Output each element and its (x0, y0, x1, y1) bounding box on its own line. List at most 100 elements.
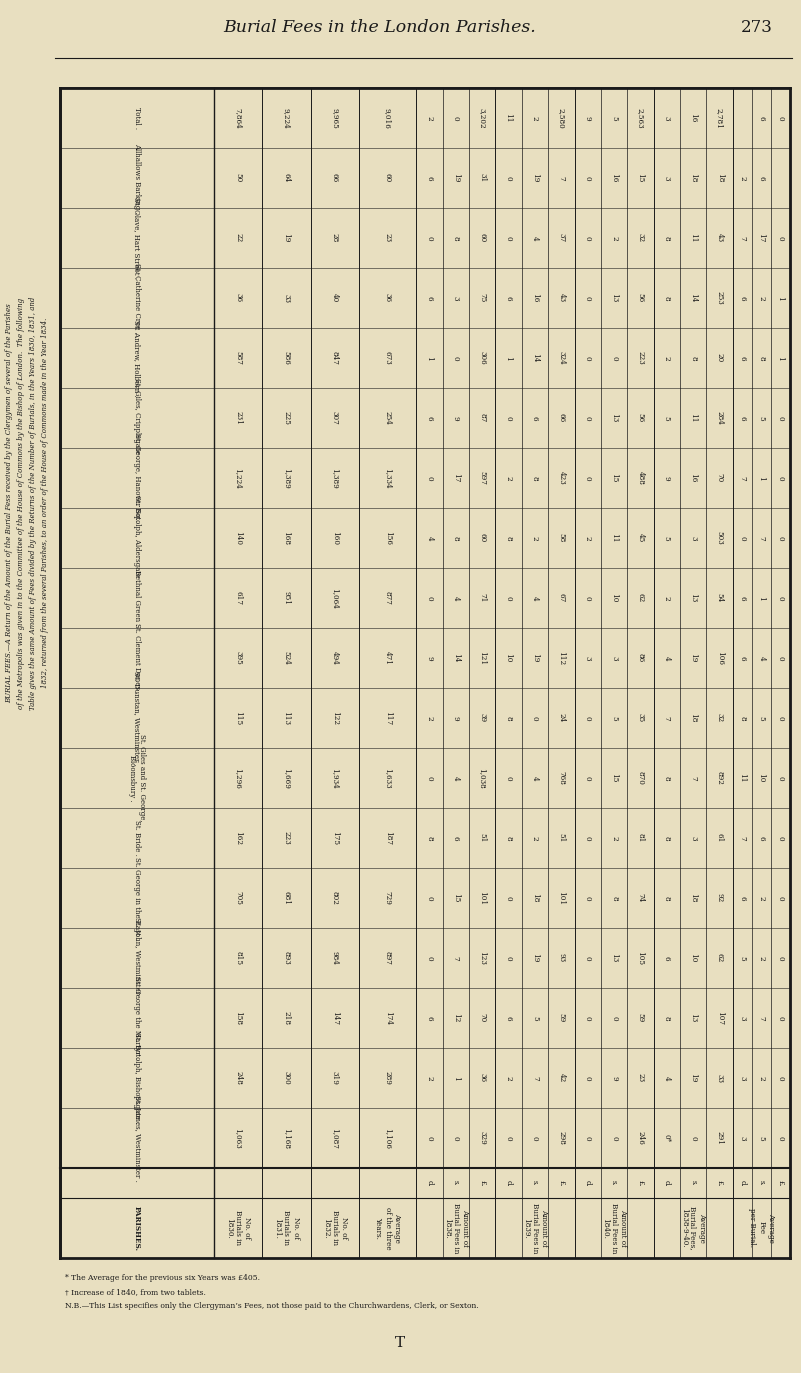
Text: Amount of
Burial Fees in
1839.: Amount of Burial Fees in 1839. (521, 1203, 548, 1254)
Text: Average
of the three
Years.: Average of the three Years. (374, 1207, 400, 1249)
Text: 3: 3 (739, 1016, 747, 1020)
Text: 13: 13 (610, 413, 618, 423)
Text: 0: 0 (584, 416, 592, 420)
Text: 291: 291 (715, 1131, 723, 1145)
Text: 847: 847 (331, 351, 339, 365)
Text: 2: 2 (610, 236, 618, 240)
Text: 7: 7 (758, 535, 766, 541)
Text: 8: 8 (505, 715, 513, 721)
Text: 28: 28 (331, 233, 339, 243)
Text: 51: 51 (557, 833, 566, 843)
Text: £.: £. (478, 1179, 486, 1186)
Text: 58: 58 (557, 533, 566, 542)
Text: 2: 2 (758, 895, 766, 901)
Text: 9: 9 (584, 115, 592, 121)
Text: 1,389: 1,389 (283, 468, 291, 489)
Text: 0: 0 (776, 836, 784, 840)
Text: s.: s. (531, 1181, 539, 1186)
Text: 9,224: 9,224 (283, 107, 291, 128)
Text: 13: 13 (689, 1013, 697, 1023)
Text: 0: 0 (425, 956, 433, 960)
Text: 12: 12 (452, 1013, 460, 1023)
Text: £.: £. (715, 1179, 723, 1186)
Text: Bethnal Green .: Bethnal Green . (133, 570, 141, 626)
Text: 17: 17 (452, 474, 460, 483)
Text: 19: 19 (452, 173, 460, 183)
Text: 122: 122 (331, 711, 339, 725)
Text: 319: 319 (331, 1071, 339, 1085)
Text: 7: 7 (739, 236, 747, 240)
Text: 0: 0 (610, 356, 618, 360)
Text: 101: 101 (478, 891, 486, 905)
Text: 1,168: 1,168 (283, 1127, 291, 1148)
Text: 0: 0 (584, 1075, 592, 1081)
Text: 19: 19 (283, 233, 291, 243)
Text: 37: 37 (557, 233, 566, 243)
Text: 7: 7 (663, 715, 671, 721)
Text: 2: 2 (758, 1075, 766, 1081)
Text: 123: 123 (478, 951, 486, 965)
Text: 0: 0 (776, 895, 784, 901)
Text: 1,334: 1,334 (384, 468, 392, 489)
Text: St. Catherine Cree .: St. Catherine Cree . (133, 262, 141, 334)
Text: 2,563: 2,563 (637, 107, 645, 128)
Text: 218: 218 (283, 1011, 291, 1026)
Text: 2: 2 (505, 475, 513, 481)
Text: N.B.—This List specifies only the Clergyman’s Fees, not those paid to the Church: N.B.—This List specifies only the Clergy… (65, 1302, 479, 1310)
Text: * The Average for the previous six Years was £405.: * The Average for the previous six Years… (65, 1274, 260, 1282)
Text: 2: 2 (663, 356, 671, 360)
Text: 0: 0 (505, 956, 513, 960)
Text: 3: 3 (739, 1135, 747, 1140)
Text: 23: 23 (384, 233, 392, 243)
Text: 74: 74 (637, 894, 645, 902)
Text: 307: 307 (331, 411, 339, 424)
Text: 5: 5 (531, 1016, 539, 1020)
Text: 24: 24 (557, 714, 566, 722)
Text: 870: 870 (637, 772, 645, 785)
Text: 18: 18 (689, 714, 697, 722)
Text: 19: 19 (531, 953, 539, 962)
Text: 45: 45 (637, 533, 645, 542)
Text: Total .: Total . (133, 107, 141, 129)
Text: 0: 0 (739, 535, 747, 541)
Text: 6: 6 (758, 115, 766, 121)
Text: £.: £. (637, 1179, 645, 1186)
Text: 10: 10 (505, 654, 513, 663)
Text: 298: 298 (557, 1131, 566, 1145)
Text: d.: d. (663, 1179, 671, 1186)
Text: 248: 248 (234, 1071, 242, 1085)
Text: 19: 19 (689, 1074, 697, 1083)
Text: 86: 86 (637, 654, 645, 663)
Text: 42: 42 (557, 1074, 566, 1083)
Text: 59: 59 (637, 1013, 645, 1023)
Text: 18: 18 (689, 894, 697, 902)
Text: 8: 8 (663, 1016, 671, 1020)
Text: 14: 14 (689, 294, 697, 302)
Text: 9,965: 9,965 (331, 107, 339, 128)
Text: 3: 3 (689, 836, 697, 840)
Text: 7: 7 (739, 836, 747, 840)
Text: 6: 6 (739, 356, 747, 360)
Text: 6: 6 (531, 416, 539, 420)
Text: 1,064: 1,064 (331, 588, 339, 608)
Text: 0: 0 (425, 236, 433, 240)
Text: 36: 36 (478, 1074, 486, 1082)
Text: 39: 39 (478, 714, 486, 722)
Text: 5: 5 (758, 416, 766, 420)
Text: 4: 4 (452, 776, 460, 780)
Text: 5: 5 (758, 1135, 766, 1141)
Text: 4: 4 (758, 656, 766, 660)
Text: 19: 19 (531, 173, 539, 183)
Text: 140: 140 (234, 531, 242, 545)
Text: 9: 9 (452, 416, 460, 420)
Text: 225: 225 (283, 411, 291, 424)
Text: 62: 62 (637, 593, 645, 603)
Text: 11: 11 (610, 533, 618, 542)
Text: 92: 92 (715, 894, 723, 902)
Text: 6: 6 (505, 1016, 513, 1020)
Text: St. Botolph, Bishopsgate .: St. Botolph, Bishopsgate . (133, 1032, 141, 1124)
Text: 6: 6 (452, 836, 460, 840)
Text: 324: 324 (557, 351, 566, 365)
Text: St. John, Westminster .: St. John, Westminster . (133, 917, 141, 998)
Text: T: T (395, 1336, 405, 1350)
